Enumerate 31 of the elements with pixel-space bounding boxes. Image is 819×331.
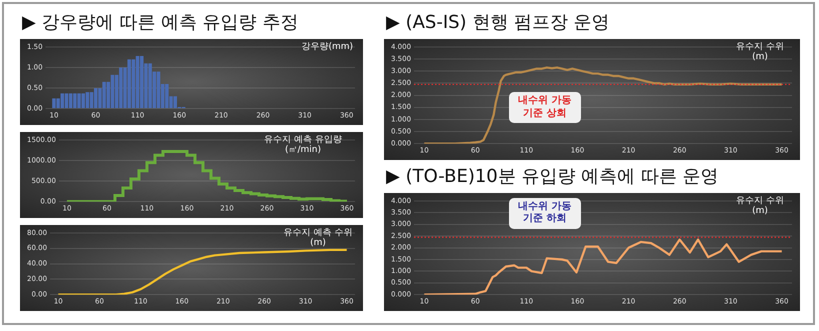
bar (110, 74, 114, 108)
bar (64, 93, 68, 108)
y-axis-title: 유수지 예측 수위 (m) (283, 228, 353, 249)
bar (173, 96, 177, 108)
y-axis-title: 유수지 수위 (m) (735, 196, 785, 217)
bar (119, 68, 123, 108)
y-axis-title: 유수지 수위 (m) (735, 42, 785, 63)
bar (127, 59, 131, 108)
chart-title: ▶ 강우량에 따른 예측 유입량 추정 (22, 11, 298, 34)
bar (81, 93, 85, 108)
bar (165, 84, 169, 108)
y-axis-title: 유수지 예측 유입량(㎥/min) (263, 135, 343, 156)
chart-title: ▶ (TO-BE)10분 유입량 예측에 따른 운영 (386, 165, 719, 188)
bar (68, 93, 72, 108)
bar (73, 93, 77, 108)
bar (52, 98, 56, 108)
y-axis-title: 강우량(mm) (301, 42, 353, 52)
bar (132, 59, 136, 108)
bar (102, 82, 106, 108)
bar (156, 72, 160, 108)
bar (148, 63, 152, 108)
bar (90, 92, 94, 108)
chart-title: ▶ (AS-IS) 현행 펌프장 운영 (386, 11, 610, 34)
bar (140, 56, 144, 108)
bar (60, 93, 64, 108)
bar (86, 92, 90, 108)
annotation: 내수위 가동 기준 상회 (508, 92, 581, 124)
bar (136, 56, 140, 108)
annotation: 내수위 가동 기준 하회 (508, 198, 581, 229)
bar (77, 93, 81, 108)
bar (94, 88, 98, 108)
